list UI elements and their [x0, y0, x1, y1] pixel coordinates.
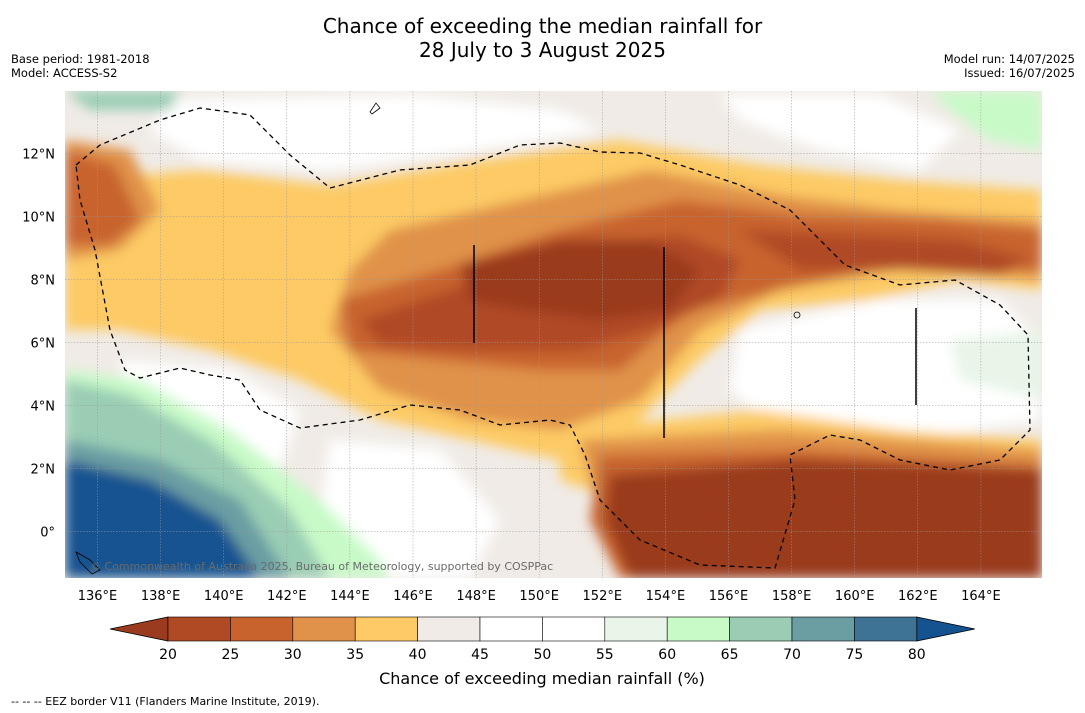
colorbar: 20 25 30 35 40 45 50 55 60 65 70 75 80 [109, 616, 975, 663]
lat-tick-label: 10°N [22, 211, 55, 226]
lon-tick-label: 156°E [709, 589, 749, 604]
meta-left: Base period: 1981-2018 Model: ACCESS-S2 [11, 52, 150, 80]
lat-tick-label: 0° [40, 526, 55, 541]
title-line-1: Chance of exceeding the median rainfall … [322, 14, 763, 38]
colorbar-tick-label: 25 [221, 647, 239, 663]
colorbar-segment [230, 616, 294, 642]
region-below-20-core [460, 240, 700, 320]
lat-tick-label: 12°N [22, 148, 55, 163]
issued-date: Issued: 16/07/2025 [964, 66, 1075, 80]
colorbar-tick-label: 45 [471, 647, 489, 663]
lon-tick-label: 152°E [583, 589, 623, 604]
longitude-labels: 136°E 138°E 140°E 142°E 144°E 146°E 148°E 150°E… [78, 589, 1001, 604]
colorbar-tick-label: 60 [658, 647, 676, 663]
colorbar-label: Chance of exceeding median rainfall (%) [379, 669, 705, 688]
meta-right: Model run: 14/07/2025 Issued: 16/07/2025 [944, 52, 1075, 80]
colorbar-tick-label: 80 [908, 647, 926, 663]
lon-tick-label: 160°E [835, 589, 875, 604]
colorbar-extend-low [109, 616, 169, 642]
region-50-55-north [150, 95, 600, 170]
colorbar-segment [604, 616, 668, 642]
region-65-70-nw [65, 91, 180, 110]
lon-tick-label: 150°E [519, 589, 559, 604]
island-guam [369, 102, 381, 115]
region-25-30-west [65, 150, 140, 245]
region-50-55-east [730, 300, 1040, 440]
colorbar-tick-label: 30 [284, 647, 302, 663]
colorbar-extend-high [916, 616, 975, 642]
island-coast [75, 551, 101, 575]
region-50-55-south [320, 440, 500, 578]
map-area: © Commonwealth of Australia 2025, Bureau… [65, 91, 1042, 578]
lat-tick-label: 8°N [31, 274, 56, 289]
lon-tick-label: 164°E [961, 589, 1001, 604]
model-name: Model: ACCESS-S2 [11, 66, 118, 80]
colorbar-segment [729, 616, 793, 642]
graticule [65, 91, 1042, 578]
lat-tick-label: 4°N [31, 400, 56, 415]
lat-tick-label: 2°N [31, 463, 56, 478]
colorbar-segment [354, 616, 418, 642]
region-20-25-east [740, 230, 1030, 275]
lon-tick-label: 136°E [78, 589, 118, 604]
lon-tick-label: 148°E [456, 589, 496, 604]
colorbar-segment [854, 616, 918, 642]
region-50-55-ne [720, 95, 960, 170]
lon-tick-label: 154°E [646, 589, 686, 604]
colorbar-segment [791, 616, 855, 642]
lon-tick-label: 138°E [141, 589, 181, 604]
colorbar-tick-label: 65 [721, 647, 739, 663]
colorbar-tick-label: 50 [533, 647, 551, 663]
colorbar-tick-label: 20 [159, 647, 177, 663]
colorbar-tick-label: 55 [596, 647, 614, 663]
island-pohnpei [793, 311, 801, 319]
base-period: Base period: 1981-2018 [11, 52, 150, 66]
copyright-text: © Commonwealth of Australia 2025, Bureau… [90, 560, 553, 573]
lon-tick-label: 146°E [393, 589, 433, 604]
colorbar-tick-label: 35 [346, 647, 364, 663]
colorbar-segment [666, 616, 730, 642]
colorbar-tick-label: 40 [409, 647, 427, 663]
colorbar-segment [167, 616, 231, 642]
map-title: Chance of exceeding the median rainfall … [0, 14, 1085, 62]
title-line-2: 28 July to 3 August 2025 [419, 38, 666, 62]
colorbar-segment [417, 616, 481, 642]
footer-note: -- -- -- EEZ border V11 (Flanders Marine… [11, 695, 320, 708]
region-80-plus-sw [65, 460, 260, 578]
lon-tick-label: 144°E [330, 589, 370, 604]
colorbar-tick-label: 70 [783, 647, 801, 663]
colorbar-tick-label: 75 [845, 647, 863, 663]
model-run: Model run: 14/07/2025 [943, 52, 1075, 66]
latitude-labels: 12°N 10°N 8°N 6°N 4°N 2°N 0° [22, 148, 55, 541]
lon-tick-label: 142°E [267, 589, 307, 604]
lon-tick-label: 158°E [772, 589, 812, 604]
region-55-60-east [950, 330, 1042, 400]
colorbar-segment [479, 616, 543, 642]
lat-tick-label: 6°N [31, 337, 56, 352]
region-below-20-south [605, 460, 1042, 578]
colorbar-segment [292, 616, 356, 642]
colorbar-segment [542, 616, 606, 642]
lon-tick-label: 162°E [898, 589, 938, 604]
region-60-65-ne [930, 91, 1042, 150]
lon-tick-label: 140°E [204, 589, 244, 604]
